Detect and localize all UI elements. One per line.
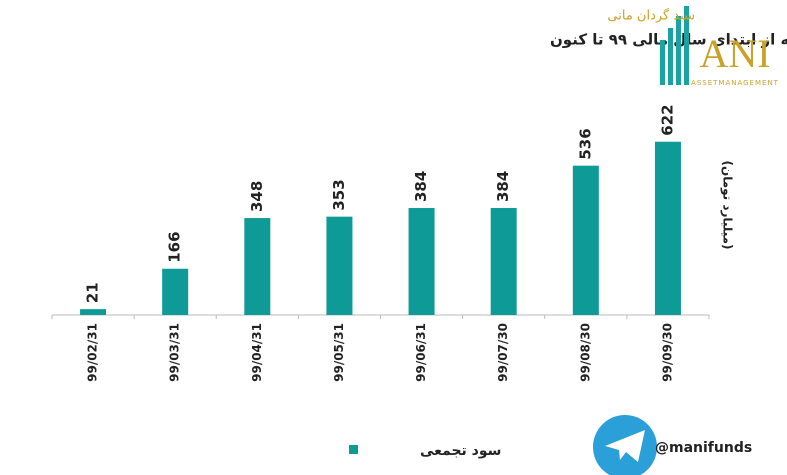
logo-tagline: ASSETMANAGEMENT bbox=[691, 79, 779, 87]
value-label: 384 bbox=[412, 171, 430, 202]
bar bbox=[244, 218, 271, 315]
bar bbox=[408, 208, 435, 315]
x-tick-label: 99/05/31 bbox=[332, 323, 346, 382]
legend-label: سود تجمعی bbox=[420, 443, 501, 459]
bar bbox=[654, 141, 681, 315]
logo-mark: ANI bbox=[699, 31, 770, 76]
bar bbox=[326, 216, 353, 315]
value-label: 21 bbox=[84, 282, 102, 303]
x-tick-label: 99/07/30 bbox=[496, 323, 510, 382]
logo-bar bbox=[668, 28, 673, 85]
bar bbox=[162, 268, 189, 315]
value-label: 622 bbox=[658, 104, 676, 135]
x-tick-label: 99/02/31 bbox=[86, 323, 100, 382]
telegram-plane bbox=[605, 430, 645, 462]
bar bbox=[80, 309, 107, 315]
logo: سبد گردان مانی ANI ASSETMANAGEMENT bbox=[607, 6, 779, 87]
value-label: 166 bbox=[166, 231, 184, 262]
channel: @manifunds bbox=[655, 440, 752, 456]
logo-bar bbox=[660, 40, 665, 85]
logo-name: سبد گردان مانی bbox=[607, 8, 695, 24]
value-label: 353 bbox=[330, 179, 348, 210]
y-axis-label: (میلیارد تومان) bbox=[720, 160, 735, 249]
logo-bar bbox=[684, 6, 689, 85]
x-tick-label: 99/09/30 bbox=[660, 323, 674, 382]
value-label: 384 bbox=[494, 171, 512, 202]
x-tick-label: 99/08/30 bbox=[578, 323, 592, 382]
x-tick-label: 99/04/31 bbox=[250, 323, 264, 382]
legend-swatch bbox=[349, 445, 358, 454]
value-label: 348 bbox=[248, 181, 266, 212]
telegram: @manifunds bbox=[593, 415, 752, 475]
bar bbox=[572, 165, 599, 315]
logo-bar bbox=[676, 16, 681, 85]
x-tick-label: 99/03/31 bbox=[168, 323, 182, 382]
value-label: 536 bbox=[576, 128, 594, 159]
bar bbox=[490, 208, 517, 315]
x-tick-label: 99/06/31 bbox=[414, 323, 428, 382]
